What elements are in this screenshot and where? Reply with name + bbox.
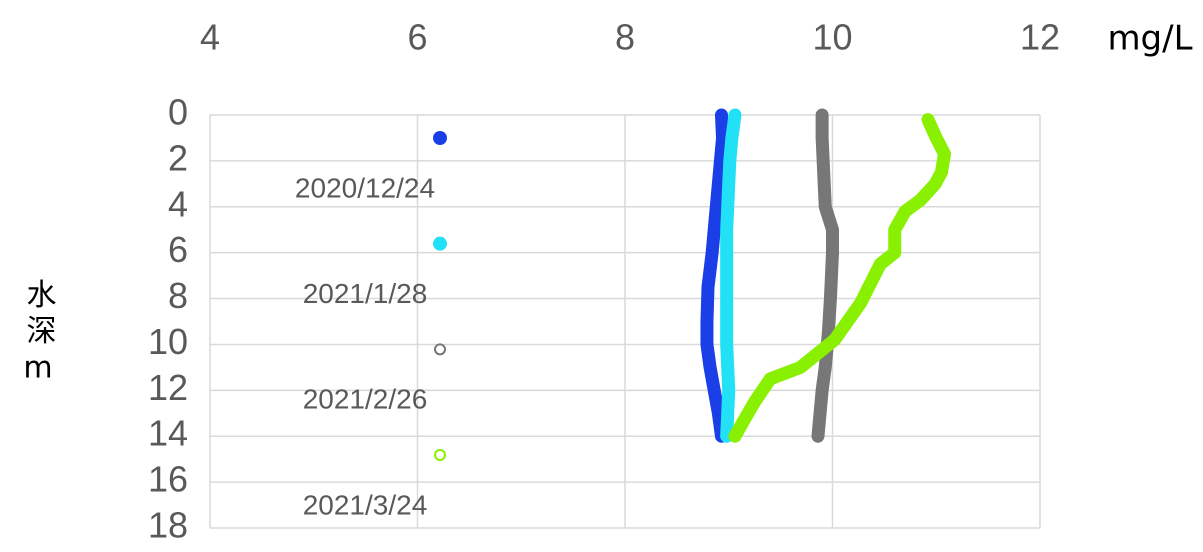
y-axis-label: 水深m (21, 279, 56, 392)
y-tick-label: 6 (168, 229, 188, 270)
y-tick-label: 10 (148, 321, 188, 362)
y-tick-label: 2 (168, 137, 188, 178)
legend-marker (433, 131, 447, 145)
profile-line (728, 113, 952, 443)
y-tick-label: 16 (148, 459, 188, 500)
x-tick-label: 6 (407, 17, 427, 58)
legend-label: 2021/3/24 (303, 489, 428, 520)
x-tick-label: 8 (615, 17, 635, 58)
x-tick-label: 12 (1020, 17, 1060, 58)
y-tick-label: 14 (148, 413, 188, 454)
y-tick-label: 12 (148, 367, 188, 408)
profile-line (720, 108, 742, 443)
y-tick-label: 4 (168, 183, 188, 224)
legend-marker (434, 449, 446, 461)
legend-marker (434, 343, 446, 356)
legend-label: 2021/2/26 (303, 384, 428, 415)
y-tick-label: 18 (148, 505, 188, 546)
x-axis-label: mg/L (1107, 19, 1192, 59)
legend-marker (433, 236, 447, 251)
profile-line (700, 108, 730, 443)
legend-label: 2021/1/28 (303, 278, 428, 309)
legend-label: 2020/12/24 (295, 172, 435, 203)
x-tick-label: 10 (812, 17, 852, 58)
x-tick-label: 4 (200, 17, 220, 58)
profile-line (811, 108, 839, 443)
y-tick-label: 0 (168, 92, 188, 133)
y-tick-label: 8 (168, 275, 188, 316)
